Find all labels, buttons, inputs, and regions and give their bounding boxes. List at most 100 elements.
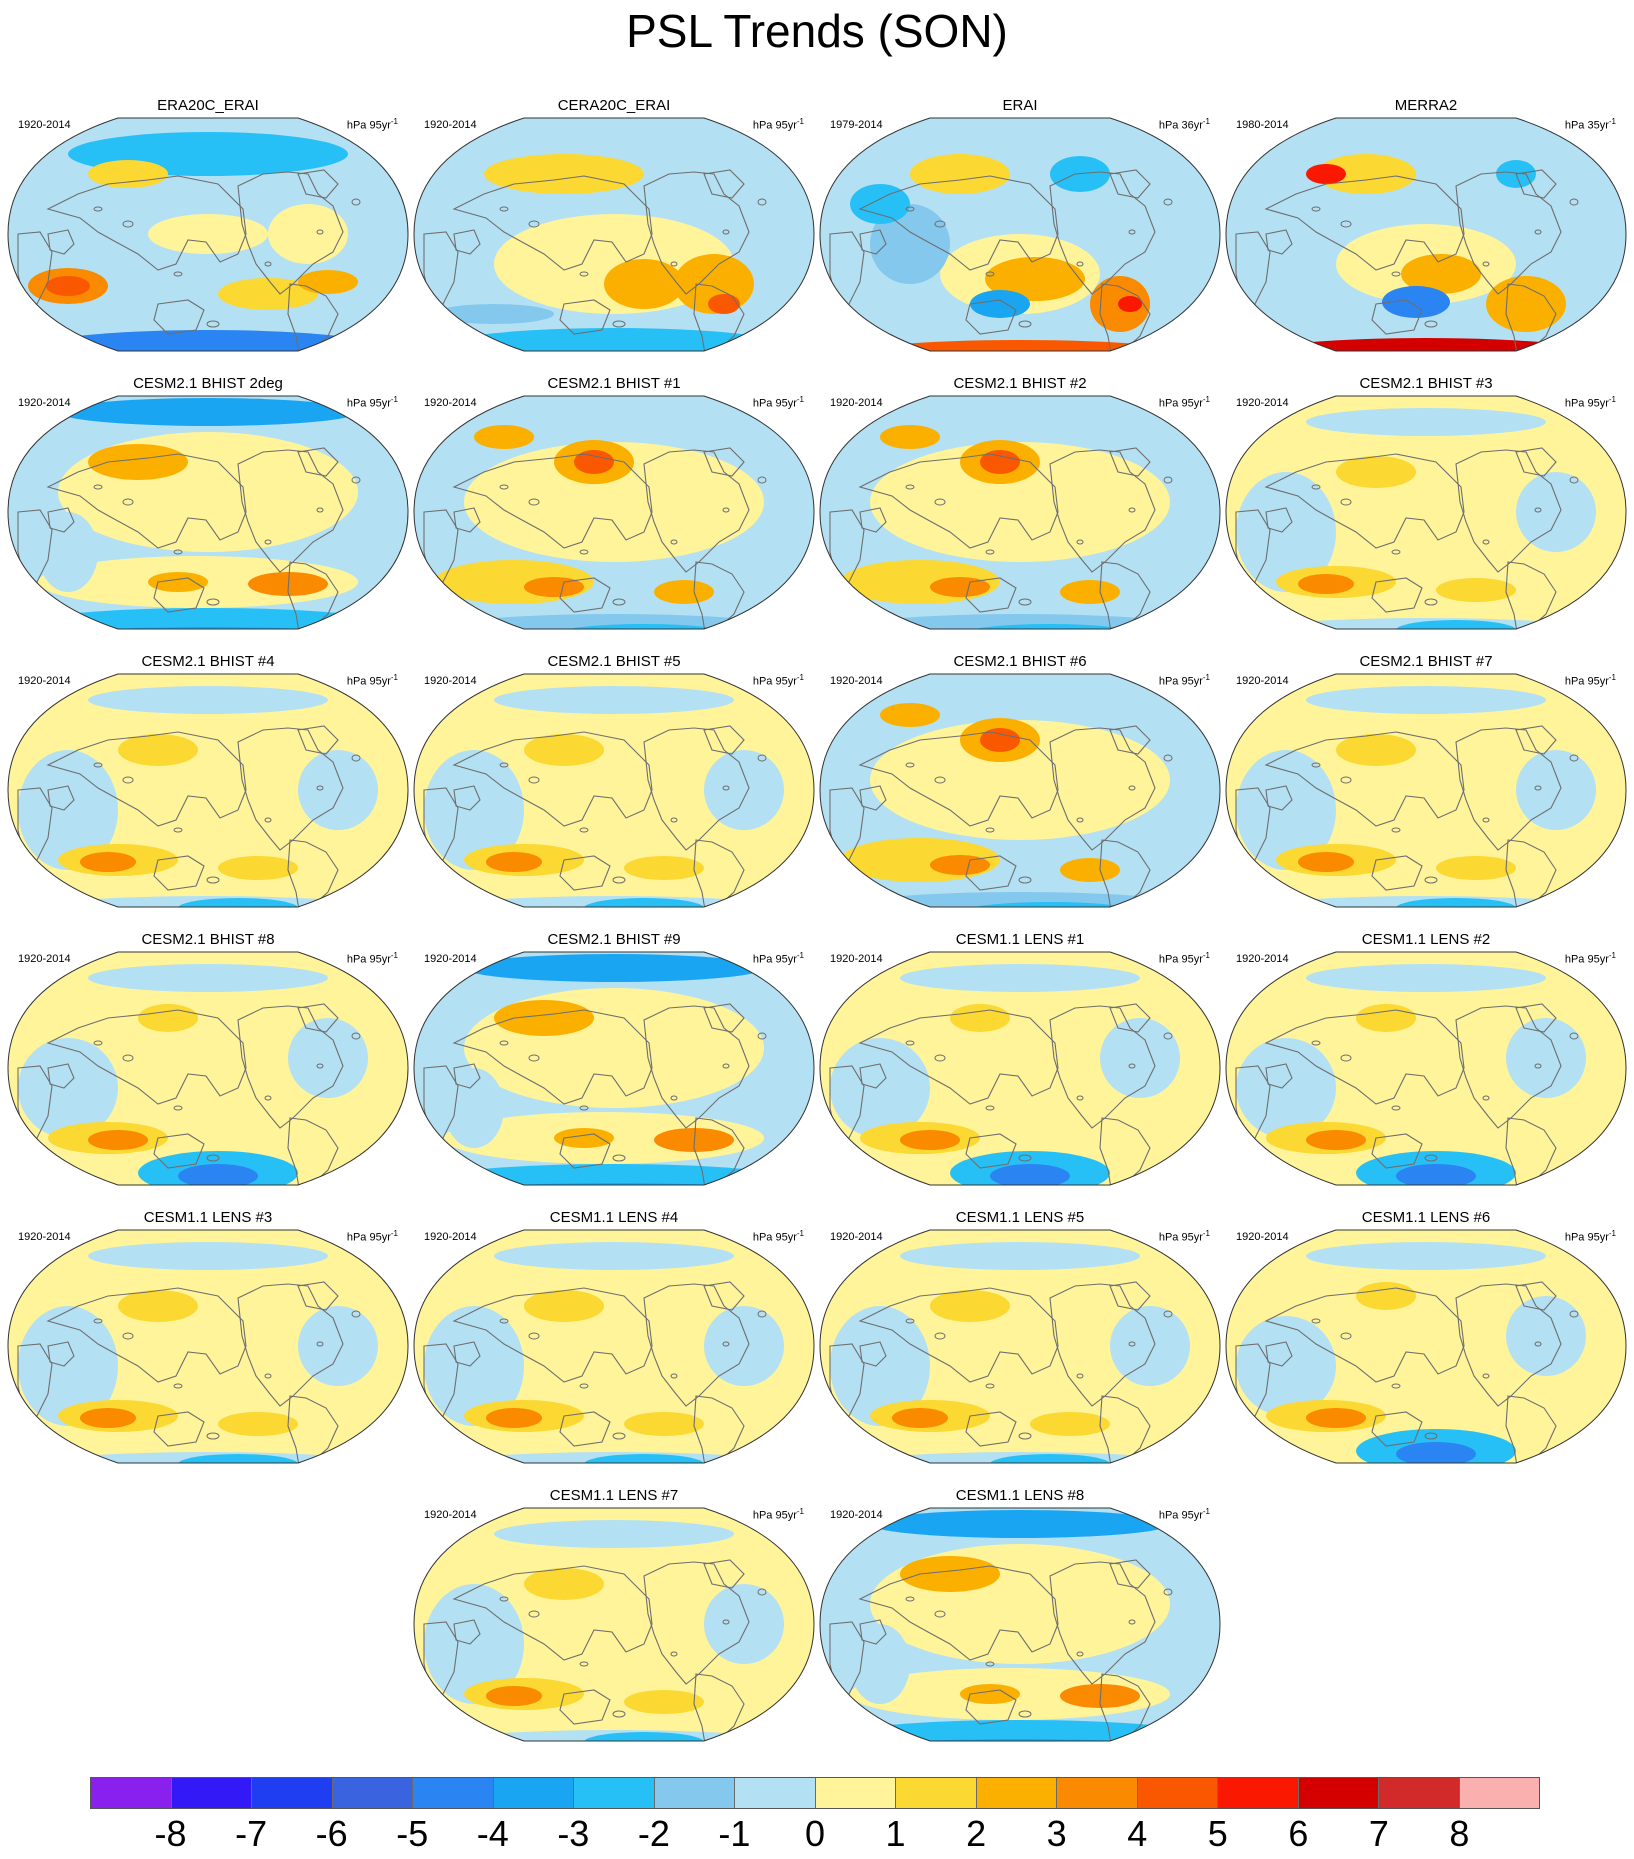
coastline (670, 1651, 678, 1657)
coastline (499, 484, 509, 490)
panel-period: 1920-2014 (424, 953, 477, 965)
trend-contour (1030, 1412, 1110, 1436)
panel-period: 1920-2014 (1236, 953, 1289, 965)
coastline (453, 229, 481, 255)
coastline (1163, 1310, 1173, 1318)
coastline (452, 1009, 653, 1105)
map-border (1225, 1229, 1627, 1464)
coastline (1163, 476, 1173, 484)
trend-contour (424, 1584, 524, 1704)
trend-field (414, 1230, 814, 1463)
colorbar-label: 1 (885, 1813, 906, 1854)
trend-contour (1306, 1408, 1366, 1428)
trend-contour (88, 160, 168, 188)
trend-contour (930, 577, 990, 597)
coastline (453, 1063, 481, 1089)
trend-contour (118, 1290, 198, 1322)
colorbar-box (815, 1778, 896, 1808)
panel-units-text: hPa 95yr (1564, 397, 1609, 410)
coastline (1235, 1065, 1271, 1141)
trend-field (1226, 952, 1626, 1185)
coastline (859, 1341, 887, 1367)
coastline (703, 169, 745, 199)
panel-title: CESM1.1 LENS #5 (955, 1209, 1085, 1226)
coastline (905, 762, 915, 768)
colorbar-label: 0 (804, 1813, 826, 1854)
coastline (670, 1095, 678, 1101)
panel-units: hPa 95yr-1 (1159, 1505, 1210, 1523)
panel-units-exponent: -1 (1202, 673, 1210, 682)
coastline (452, 731, 653, 827)
colorbar-box (1218, 1778, 1299, 1808)
coastline (1049, 171, 1156, 295)
map-panel: CESM2.1 BHIST #1 1920-2014 hPa 95yr-1 (413, 375, 815, 633)
trend-contour (1266, 1468, 1586, 1484)
panel-units-exponent: -1 (796, 117, 804, 126)
coastline (173, 549, 183, 555)
coastline (579, 1105, 589, 1111)
trend-contour (985, 257, 1085, 301)
trend-contour (1396, 620, 1516, 629)
panel-title: CESM1.1 LENS #6 (1361, 1209, 1491, 1226)
coastline (452, 175, 653, 271)
trend-contour (218, 278, 318, 310)
coastline (528, 1332, 540, 1340)
coastline (934, 1332, 946, 1340)
colorbar-box (654, 1778, 735, 1808)
coastline (17, 1065, 53, 1141)
trend-contour (604, 259, 684, 309)
coastline (237, 1005, 344, 1129)
coastline (559, 1411, 611, 1447)
coastline (1455, 1005, 1562, 1129)
coastline (17, 231, 53, 307)
coastline (579, 1383, 589, 1389)
coastline (173, 1105, 183, 1111)
trend-contour (148, 214, 268, 254)
trend-field (820, 1508, 1220, 1741)
colorbar-box (735, 1778, 816, 1808)
trend-contour (1306, 408, 1546, 436)
trend-contour (88, 964, 328, 992)
colorbar-box (1298, 1778, 1379, 1808)
map-border (819, 673, 1221, 908)
map-panel: CESM1.1 LENS #5 1920-2014 hPa 95yr-1 (819, 1209, 1221, 1467)
coastline (1455, 449, 1562, 573)
coastline (703, 725, 745, 755)
coastline (93, 1040, 103, 1046)
map-border (1225, 673, 1627, 908)
trend-contour (870, 204, 950, 284)
panel-title: CESM2.1 BHIST 2deg (133, 375, 283, 392)
coastline (965, 1411, 1017, 1447)
coastline (670, 817, 678, 823)
coastline (46, 175, 247, 271)
coastline (1049, 1283, 1156, 1407)
coastline (858, 731, 1059, 827)
coastline (47, 507, 75, 533)
map-border (819, 1229, 1221, 1464)
coastline (1569, 1032, 1579, 1040)
trend-contour (494, 354, 734, 374)
coastline (965, 1133, 1017, 1169)
trend-contour (268, 204, 348, 264)
trend-contour (840, 1720, 1200, 1741)
coastline (859, 1619, 887, 1645)
coastline (1018, 1154, 1032, 1162)
coastline (1235, 787, 1271, 863)
coastline (559, 577, 611, 613)
trend-contour (494, 686, 734, 714)
coastline (1311, 1040, 1321, 1046)
trend-contour (1236, 472, 1336, 592)
trend-contour (434, 304, 554, 324)
map-panel: CESM2.1 BHIST #5 1920-2014 hPa 95yr-1 (413, 653, 815, 911)
coastline (297, 447, 339, 477)
trend-contour (454, 1183, 774, 1185)
coastline (173, 827, 183, 833)
coastline (757, 754, 767, 762)
panel-units-text: hPa 95yr (1158, 397, 1203, 410)
coastline (93, 1318, 103, 1324)
coastline (612, 1154, 626, 1162)
trend-contour (298, 270, 358, 294)
panel-units-exponent: -1 (796, 1229, 804, 1238)
trend-contour (178, 1164, 258, 1185)
coastline (757, 1588, 767, 1596)
